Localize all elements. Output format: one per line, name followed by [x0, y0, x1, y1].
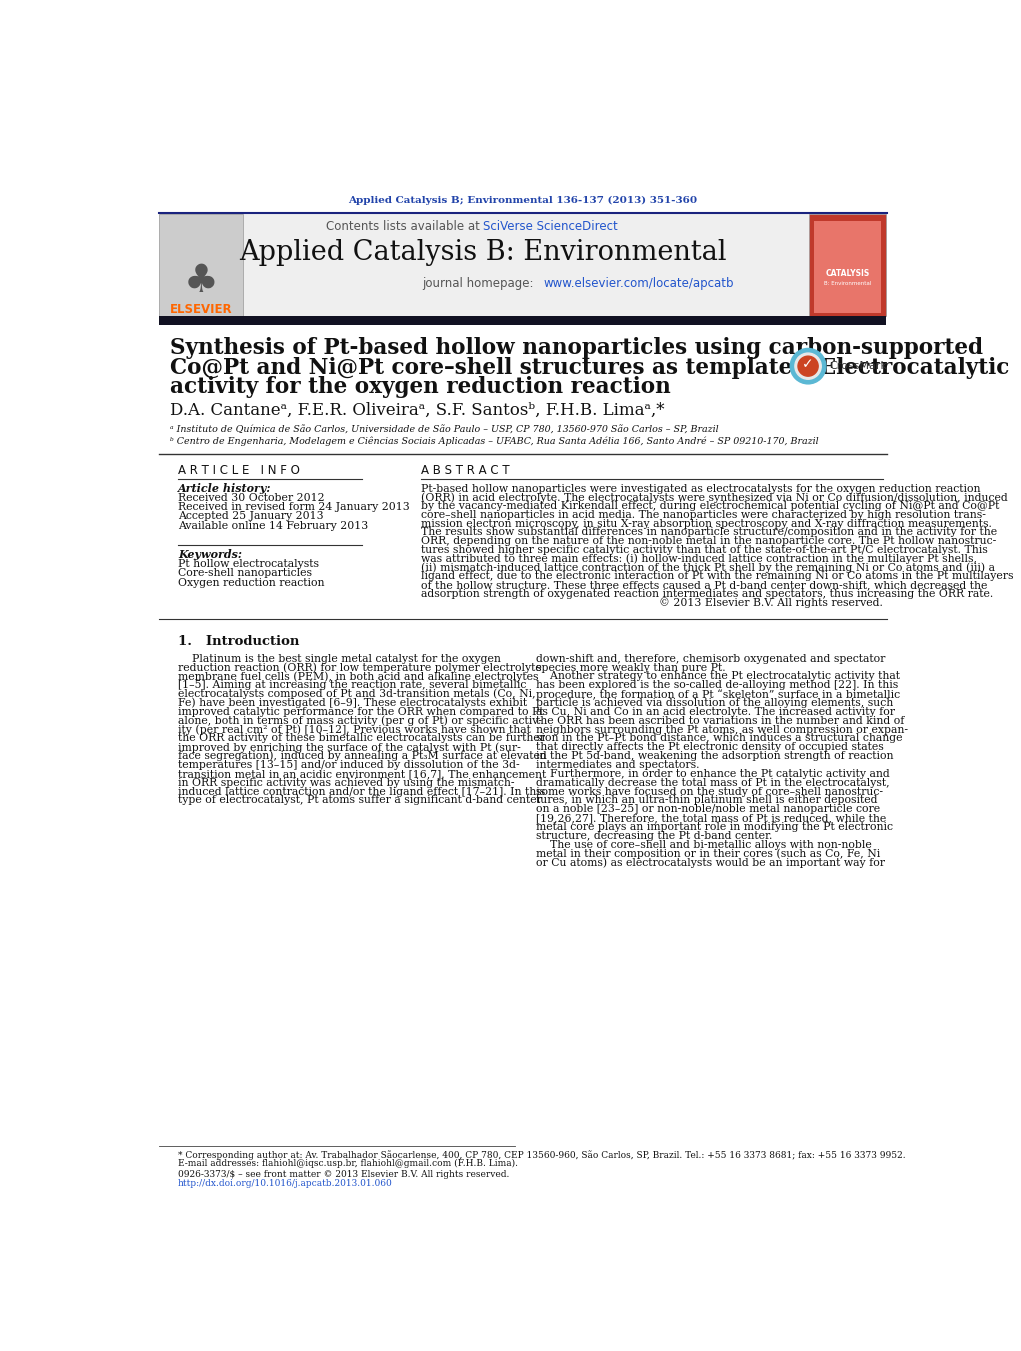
- Text: neighbors surrounding the Pt atoms, as well compression or expan-: neighbors surrounding the Pt atoms, as w…: [536, 724, 908, 735]
- Text: has been explored is the so-called de-alloying method [22]. In this: has been explored is the so-called de-al…: [536, 681, 898, 690]
- Text: Received 30 October 2012: Received 30 October 2012: [178, 493, 325, 503]
- Text: Pt hollow electrocatalysts: Pt hollow electrocatalysts: [178, 559, 319, 569]
- Text: ᵇ Centro de Engenharia, Modelagem e Ciências Sociais Aplicadas – UFABC, Rua Sant: ᵇ Centro de Engenharia, Modelagem e Ciên…: [171, 436, 819, 446]
- Text: some works have focused on the study of core–shell nanostruc-: some works have focused on the study of …: [536, 786, 883, 797]
- Text: [1–5]. Aiming at increasing the reaction rate, several bimetallic: [1–5]. Aiming at increasing the reaction…: [178, 681, 527, 690]
- Text: Oxygen reduction reaction: Oxygen reduction reaction: [178, 577, 325, 588]
- Bar: [159, 215, 809, 316]
- Bar: [159, 316, 886, 326]
- Text: http://dx.doi.org/10.1016/j.apcatb.2013.01.060: http://dx.doi.org/10.1016/j.apcatb.2013.…: [178, 1179, 393, 1189]
- Text: mission electron microscopy, in situ X-ray absorption spectroscopy and X-ray dif: mission electron microscopy, in situ X-r…: [421, 519, 991, 528]
- Text: structure, decreasing the Pt d-band center.: structure, decreasing the Pt d-band cent…: [536, 831, 773, 840]
- Text: or Cu atoms) as electrocatalysts would be an important way for: or Cu atoms) as electrocatalysts would b…: [536, 857, 885, 867]
- Text: Furthermore, in order to enhance the Pt catalytic activity and: Furthermore, in order to enhance the Pt …: [536, 769, 889, 780]
- Text: tures showed higher specific catalytic activity than that of the state-of-the-ar: tures showed higher specific catalytic a…: [421, 544, 987, 555]
- Text: Another strategy to enhance the Pt electrocatalytic activity that: Another strategy to enhance the Pt elect…: [536, 671, 901, 681]
- Text: www.elsevier.com/locate/apcatb: www.elsevier.com/locate/apcatb: [543, 277, 733, 290]
- Text: The results show substantial differences in nanoparticle structure/composition a: The results show substantial differences…: [421, 527, 996, 538]
- Text: 1.   Introduction: 1. Introduction: [178, 635, 299, 647]
- Text: face segregation), induced by annealing a Pt₃M surface at elevated: face segregation), induced by annealing …: [178, 751, 547, 762]
- Text: ity (per real cm² of Pt) [10–12]. Previous works have shown that: ity (per real cm² of Pt) [10–12]. Previo…: [178, 724, 531, 735]
- Text: B: Environmental: B: Environmental: [824, 281, 871, 285]
- Text: Co@Pt and Ni@Pt core–shell structures as templates: Electrocatalytic: Co@Pt and Ni@Pt core–shell structures as…: [171, 357, 1010, 378]
- Text: Core-shell nanoparticles: Core-shell nanoparticles: [178, 569, 312, 578]
- Text: CATALYSIS: CATALYSIS: [825, 269, 870, 278]
- Circle shape: [795, 353, 821, 380]
- Text: The use of core–shell and bi-metallic alloys with non-noble: The use of core–shell and bi-metallic al…: [536, 840, 872, 850]
- Circle shape: [798, 357, 818, 376]
- Text: species more weakly than pure Pt.: species more weakly than pure Pt.: [536, 662, 726, 673]
- Text: ᵃ Instituto de Química de São Carlos, Universidade de São Paulo – USP, CP 780, 1: ᵃ Instituto de Química de São Carlos, Un…: [171, 426, 719, 435]
- Text: reduction reaction (ORR) for low temperature polymer electrolyte: reduction reaction (ORR) for low tempera…: [178, 662, 542, 673]
- Bar: [815, 220, 881, 313]
- Text: sion in the Pt–Pt bond distance, which induces a structural change: sion in the Pt–Pt bond distance, which i…: [536, 734, 903, 743]
- Text: on a noble [23–25] or non-noble/noble metal nanoparticle core: on a noble [23–25] or non-noble/noble me…: [536, 804, 880, 815]
- Text: induced lattice contraction and/or the ligand effect [17–21]. In this: induced lattice contraction and/or the l…: [178, 786, 545, 797]
- Text: 0926-3373/$ – see front matter © 2013 Elsevier B.V. All rights reserved.: 0926-3373/$ – see front matter © 2013 El…: [178, 1170, 509, 1179]
- Circle shape: [790, 349, 826, 384]
- Text: metal core plays an important role in modifying the Pt electronic: metal core plays an important role in mo…: [536, 821, 893, 832]
- Text: Contents lists available at: Contents lists available at: [326, 219, 483, 232]
- Text: in the Pt 5d-band, weakening the adsorption strength of reaction: in the Pt 5d-band, weakening the adsorpt…: [536, 751, 893, 761]
- Text: core–shell nanoparticles in acid media. The nanoparticles were characterized by : core–shell nanoparticles in acid media. …: [421, 509, 985, 520]
- Text: the ORR has been ascribed to variations in the number and kind of: the ORR has been ascribed to variations …: [536, 716, 905, 725]
- Text: Keywords:: Keywords:: [178, 550, 242, 561]
- Text: ♣: ♣: [184, 262, 218, 300]
- Text: E-mail addresses: flahiohl@iqsc.usp.br, flahiohl@gmail.com (F.H.B. Lima).: E-mail addresses: flahiohl@iqsc.usp.br, …: [178, 1159, 518, 1169]
- Text: transition metal in an acidic environment [16,7]. The enhancement: transition metal in an acidic environmen…: [178, 769, 546, 780]
- Text: membrane fuel cells (PEM), in both acid and alkaline electrolytes: membrane fuel cells (PEM), in both acid …: [178, 671, 538, 682]
- Text: electrocatalysts composed of Pt and 3d-transition metals (Co, Ni,: electrocatalysts composed of Pt and 3d-t…: [178, 689, 536, 700]
- Text: intermediates and spectators.: intermediates and spectators.: [536, 761, 699, 770]
- Text: * Corresponding author at: Av. Trabalhador Sãocarlense, 400, CP 780, CEP 13560-9: * Corresponding author at: Av. Trabalhad…: [178, 1150, 906, 1159]
- Text: adsorption strength of oxygenated reaction intermediates and spectators, thus in: adsorption strength of oxygenated reacti…: [421, 589, 992, 598]
- Text: Article history:: Article history:: [178, 484, 272, 494]
- Text: Platinum is the best single metal catalyst for the oxygen: Platinum is the best single metal cataly…: [178, 654, 501, 663]
- Text: D.A. Cantaneᵃ, F.E.R. Oliveiraᵃ, S.F. Santosᵇ, F.H.B. Limaᵃ,*: D.A. Cantaneᵃ, F.E.R. Oliveiraᵃ, S.F. Sa…: [171, 401, 665, 419]
- Bar: [809, 215, 886, 316]
- Text: alone, both in terms of mass activity (per g of Pt) or specific activ-: alone, both in terms of mass activity (p…: [178, 716, 542, 725]
- Text: as Cu, Ni and Co in an acid electrolyte. The increased activity for: as Cu, Ni and Co in an acid electrolyte.…: [536, 707, 895, 717]
- Text: procedure, the formation of a Pt “skeleton” surface in a bimetallic: procedure, the formation of a Pt “skelet…: [536, 689, 901, 700]
- Text: Accepted 25 January 2013: Accepted 25 January 2013: [178, 511, 324, 521]
- Text: (ii) mismatch-induced lattice contraction of the thick Pt shell by the remaining: (ii) mismatch-induced lattice contractio…: [421, 562, 994, 573]
- Text: metal in their composition or in their cores (such as Co, Fe, Ni: metal in their composition or in their c…: [536, 848, 880, 859]
- Text: Pt-based hollow nanoparticles were investigated as electrocatalysts for the oxyg: Pt-based hollow nanoparticles were inves…: [421, 484, 980, 493]
- Text: was attributed to three main effects: (i) hollow-induced lattice contraction in : was attributed to three main effects: (i…: [421, 554, 976, 565]
- Text: activity for the oxygen reduction reaction: activity for the oxygen reduction reacti…: [171, 376, 671, 399]
- Text: ORR, depending on the nature of the non-noble metal in the nanoparticle core. Th: ORR, depending on the nature of the non-…: [421, 536, 995, 546]
- Text: the ORR activity of these bimetallic electrocatalysts can be further: the ORR activity of these bimetallic ele…: [178, 734, 545, 743]
- Text: Received in revised form 24 January 2013: Received in revised form 24 January 2013: [178, 503, 409, 512]
- Text: [19,26,27]. Therefore, the total mass of Pt is reduced, while the: [19,26,27]. Therefore, the total mass of…: [536, 813, 886, 823]
- Text: journal homepage:: journal homepage:: [422, 277, 537, 290]
- Text: Available online 14 February 2013: Available online 14 February 2013: [178, 520, 369, 531]
- Text: SciVerse ScienceDirect: SciVerse ScienceDirect: [483, 219, 618, 232]
- Text: that directly affects the Pt electronic density of occupied states: that directly affects the Pt electronic …: [536, 742, 884, 753]
- Text: temperatures [13–15] and/or induced by dissolution of the 3d-: temperatures [13–15] and/or induced by d…: [178, 761, 520, 770]
- Text: down-shift and, therefore, chemisorb oxygenated and spectator: down-shift and, therefore, chemisorb oxy…: [536, 654, 885, 663]
- Text: Applied Catalysis B: Environmental: Applied Catalysis B: Environmental: [240, 239, 727, 266]
- Bar: [159, 215, 243, 316]
- Text: particle is achieved via dissolution of the alloying elements, such: particle is achieved via dissolution of …: [536, 698, 893, 708]
- Text: Fe) have been investigated [6–9]. These electrocatalysts exhibit: Fe) have been investigated [6–9]. These …: [178, 697, 527, 708]
- Text: ligand effect, due to the electronic interaction of Pt with the remaining Ni or : ligand effect, due to the electronic int…: [421, 571, 1013, 581]
- Text: type of electrocatalyst, Pt atoms suffer a significant d-band center: type of electrocatalyst, Pt atoms suffer…: [178, 796, 542, 805]
- Text: improved catalytic performance for the ORR when compared to Pt: improved catalytic performance for the O…: [178, 707, 543, 717]
- Text: A B S T R A C T: A B S T R A C T: [421, 463, 509, 477]
- Text: CrossMark: CrossMark: [830, 361, 888, 372]
- Text: improved by enriching the surface of the catalyst with Pt (sur-: improved by enriching the surface of the…: [178, 742, 521, 753]
- Text: by the vacancy-mediated Kirkendall effect, during electrochemical potential cycl: by the vacancy-mediated Kirkendall effec…: [421, 501, 999, 511]
- Text: ELSEVIER: ELSEVIER: [169, 304, 233, 316]
- Text: tures, in which an ultra-thin platinum shell is either deposited: tures, in which an ultra-thin platinum s…: [536, 796, 878, 805]
- Text: Synthesis of Pt-based hollow nanoparticles using carbon-supported: Synthesis of Pt-based hollow nanoparticl…: [171, 338, 983, 359]
- Text: A R T I C L E   I N F O: A R T I C L E I N F O: [178, 463, 300, 477]
- Text: ✓: ✓: [803, 358, 814, 372]
- Text: © 2013 Elsevier B.V. All rights reserved.: © 2013 Elsevier B.V. All rights reserved…: [660, 597, 883, 608]
- Text: in ORR specific activity was achieved by using the mismatch-: in ORR specific activity was achieved by…: [178, 778, 515, 788]
- Text: Applied Catalysis B; Environmental 136-137 (2013) 351-360: Applied Catalysis B; Environmental 136-1…: [348, 196, 697, 205]
- Text: (ORR) in acid electrolyte. The electrocatalysts were synthesized via Ni or Co di: (ORR) in acid electrolyte. The electroca…: [421, 492, 1008, 503]
- Text: dramatically decrease the total mass of Pt in the electrocatalyst,: dramatically decrease the total mass of …: [536, 778, 889, 788]
- Text: of the hollow structure. These three effects caused a Pt d-band center down-shif: of the hollow structure. These three eff…: [421, 580, 987, 590]
